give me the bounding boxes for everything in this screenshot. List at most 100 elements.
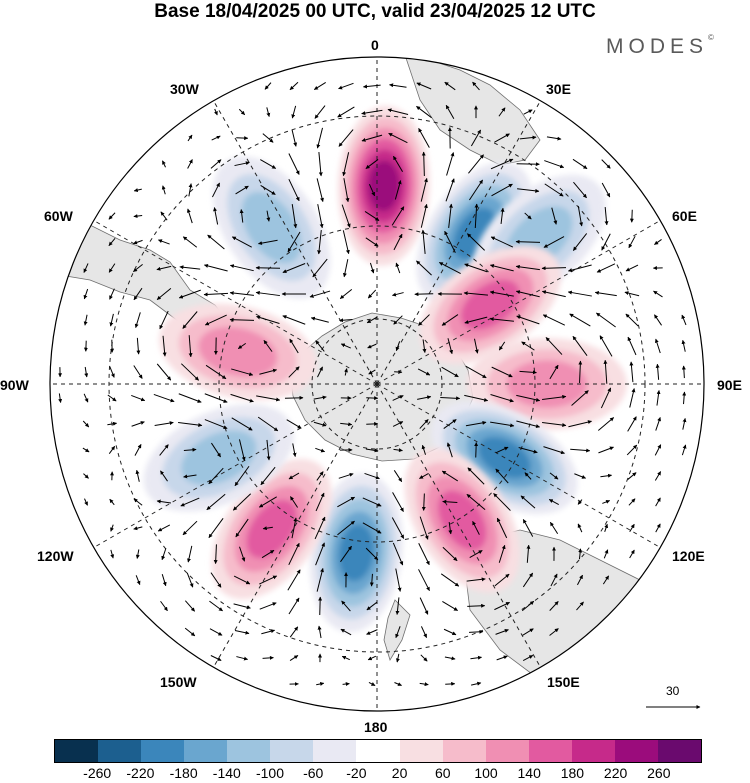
wind-vector — [262, 655, 274, 660]
wind-vector — [213, 207, 219, 225]
wind-vector — [238, 439, 246, 462]
wind-vector — [654, 239, 662, 245]
wind-vector — [474, 203, 479, 229]
wind-vector — [282, 263, 306, 273]
wind-vector — [180, 363, 200, 381]
wind-vector — [289, 655, 299, 661]
wind-vector — [266, 210, 271, 222]
wind-vector — [211, 182, 221, 198]
wind-vector — [441, 470, 459, 482]
anomaly-layer — [143, 105, 627, 633]
map-border — [49, 56, 705, 712]
wind-vector — [391, 517, 405, 539]
wind-vector — [421, 493, 426, 511]
wind-vector — [108, 212, 116, 220]
colorbar-tick-label: 100 — [474, 765, 498, 781]
wind-vector — [342, 230, 350, 255]
colorbar-swatch — [614, 740, 658, 762]
wind-vector — [203, 292, 229, 297]
colorbar-tick-label: -20 — [346, 765, 367, 781]
wind-vector — [466, 577, 486, 582]
wind-vector — [498, 341, 506, 351]
wind-vector — [655, 417, 661, 431]
wind-vector — [338, 82, 354, 90]
wind-vector — [576, 601, 584, 611]
wind-vector — [442, 499, 458, 504]
wind-vector — [495, 468, 509, 484]
wind-vectors — [58, 81, 687, 687]
wind-vector — [491, 183, 513, 197]
wind-vector — [490, 394, 514, 403]
wind-vector — [498, 544, 506, 563]
wind-vector — [209, 600, 223, 612]
wind-vector — [464, 316, 488, 324]
wind-vector — [233, 603, 251, 610]
wind-vector — [338, 129, 354, 147]
wind-vector — [656, 390, 661, 406]
wind-vector — [515, 239, 541, 244]
wind-vector — [291, 204, 298, 229]
wind-vector — [418, 128, 430, 148]
lon-label-90e: 90E — [717, 377, 742, 393]
new-zealand-shape — [383, 599, 411, 661]
colorbar-swatch — [356, 740, 400, 762]
wind-vector — [417, 368, 431, 376]
wind-vector — [310, 316, 329, 323]
wind-vector — [286, 419, 302, 429]
wind-vector — [472, 81, 480, 91]
wind-vector — [447, 338, 454, 355]
wind-vector — [231, 368, 254, 377]
wind-vector — [468, 179, 484, 201]
wind-vector — [211, 442, 221, 458]
wind-vector — [316, 471, 324, 481]
wind-vector — [234, 465, 250, 487]
wind-vector — [567, 290, 592, 297]
wind-vector — [466, 493, 486, 511]
colorbar-swatch — [571, 740, 615, 762]
wind-vector — [629, 549, 635, 559]
wind-vector — [682, 417, 687, 430]
wind-vector — [309, 290, 331, 298]
wind-vector — [489, 317, 514, 322]
wind-vector — [154, 421, 174, 426]
wind-vector — [470, 681, 482, 686]
anomaly-contour — [181, 430, 257, 486]
brand-text: MODES — [606, 35, 709, 58]
wind-vector — [313, 395, 327, 400]
lon-label-150e: 150E — [547, 674, 580, 690]
wind-vector — [395, 626, 401, 639]
wind-vector — [468, 154, 484, 174]
wind-vector — [594, 290, 617, 297]
wind-vector — [258, 239, 278, 246]
wind-vector — [393, 448, 403, 453]
wind-vector — [629, 388, 636, 408]
wind-vector — [161, 574, 167, 587]
wind-vector — [238, 108, 246, 116]
wind-vector — [361, 134, 383, 142]
wind-vector — [419, 682, 429, 687]
wind-vector — [156, 287, 172, 301]
wind-vector — [229, 264, 254, 272]
wind-vector — [288, 178, 300, 202]
wind-vector — [205, 364, 227, 380]
wind-vector — [392, 395, 404, 401]
wind-vector — [654, 444, 662, 456]
wind-vector — [161, 185, 166, 195]
wind-vector — [291, 517, 298, 539]
wind-vector — [84, 366, 89, 378]
wind-vector — [420, 177, 428, 202]
wind-vector — [182, 520, 198, 536]
colorbar-tick-label: 220 — [603, 765, 628, 781]
wind-vector — [236, 656, 249, 661]
wind-vector — [474, 338, 479, 354]
colorbar-tick-label: -100 — [255, 765, 285, 781]
wind-vector — [108, 238, 116, 246]
wind-vector — [578, 548, 583, 560]
anomaly-contour — [460, 279, 520, 330]
wind-vector — [211, 135, 221, 141]
wind-vector — [259, 575, 278, 585]
wind-vector — [387, 108, 409, 116]
wind-vector — [574, 473, 586, 479]
wind-vector — [597, 417, 615, 431]
wind-vector — [288, 153, 300, 175]
